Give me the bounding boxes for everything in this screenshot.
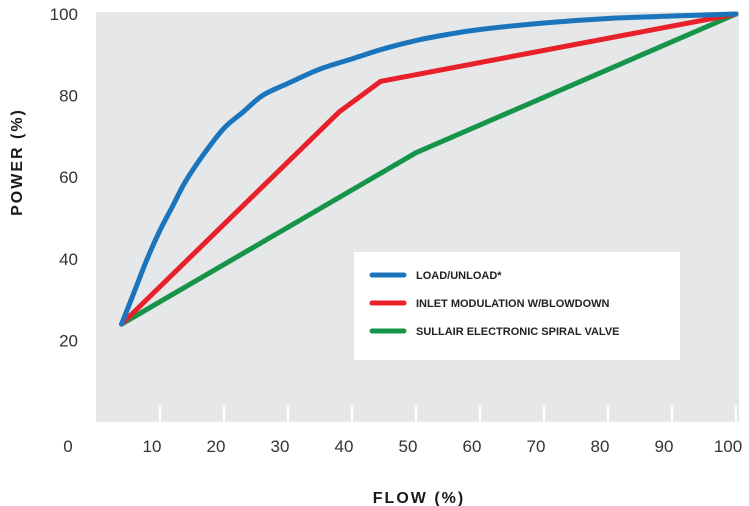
x-tick-marks <box>159 406 737 422</box>
legend-label: INLET MODULATION W/BLOWDOWN <box>416 298 610 310</box>
x-tick-label: 10 <box>143 437 162 456</box>
x-tick-label: 0 <box>63 437 72 456</box>
legend: LOAD/UNLOAD* INLET MODULATION W/BLOWDOWN S… <box>354 252 680 360</box>
y-tick-label: 80 <box>59 87 78 106</box>
legend-label: SULLAIR ELECTRONIC SPIRAL VALVE <box>416 326 620 338</box>
y-tick-label: 20 <box>59 331 78 350</box>
x-tick-labels: 0 10 20 30 40 50 60 70 80 90 100 <box>63 437 742 456</box>
x-tick-label: 20 <box>207 437 226 456</box>
x-tick-label: 70 <box>527 437 546 456</box>
x-tick-label: 90 <box>655 437 674 456</box>
series-line-1 <box>119 11 739 327</box>
y-tick-labels: 20 40 60 80 100 <box>50 5 78 350</box>
y-tick-label: 40 <box>59 250 78 269</box>
x-tick-label: 30 <box>271 437 290 456</box>
x-tick-label: 60 <box>463 437 482 456</box>
series-line-3 <box>119 11 739 327</box>
x-tick-label: 100 <box>714 437 742 456</box>
legend-box <box>354 252 680 360</box>
x-tick-label: 40 <box>335 437 354 456</box>
x-tick-label: 50 <box>399 437 418 456</box>
y-axis-title: POWER (%) <box>9 108 26 216</box>
y-tick-label: 100 <box>50 5 78 24</box>
y-tick-label: 60 <box>59 168 78 187</box>
x-axis-title: FLOW (%) <box>373 490 465 506</box>
legend-label: LOAD/UNLOAD* <box>416 270 502 282</box>
series-line-2 <box>119 11 739 327</box>
series-lines <box>119 11 739 327</box>
x-tick-label: 80 <box>591 437 610 456</box>
